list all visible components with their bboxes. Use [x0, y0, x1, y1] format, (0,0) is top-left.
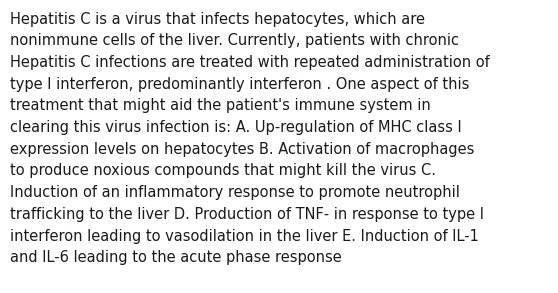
Text: expression levels on hepatocytes B. Activation of macrophages: expression levels on hepatocytes B. Acti…: [10, 142, 474, 157]
Text: Hepatitis C infections are treated with repeated administration of: Hepatitis C infections are treated with …: [10, 55, 490, 70]
Text: type I interferon, predominantly interferon . One aspect of this: type I interferon, predominantly interfe…: [10, 77, 469, 92]
Text: Hepatitis C is a virus that infects hepatocytes, which are: Hepatitis C is a virus that infects hepa…: [10, 12, 425, 27]
Text: nonimmune cells of the liver. Currently, patients with chronic: nonimmune cells of the liver. Currently,…: [10, 33, 459, 48]
Text: and IL-6 leading to the acute phase response: and IL-6 leading to the acute phase resp…: [10, 250, 342, 265]
Text: treatment that might aid the patient's immune system in: treatment that might aid the patient's i…: [10, 98, 431, 113]
Text: Induction of an inflammatory response to promote neutrophil: Induction of an inflammatory response to…: [10, 185, 460, 200]
Text: to produce noxious compounds that might kill the virus C.: to produce noxious compounds that might …: [10, 163, 436, 178]
Text: trafficking to the liver D. Production of TNF- in response to type I: trafficking to the liver D. Production o…: [10, 207, 484, 222]
Text: clearing this virus infection is: A. Up-regulation of MHC class I: clearing this virus infection is: A. Up-…: [10, 120, 462, 135]
Text: interferon leading to vasodilation in the liver E. Induction of IL-1: interferon leading to vasodilation in th…: [10, 229, 479, 243]
